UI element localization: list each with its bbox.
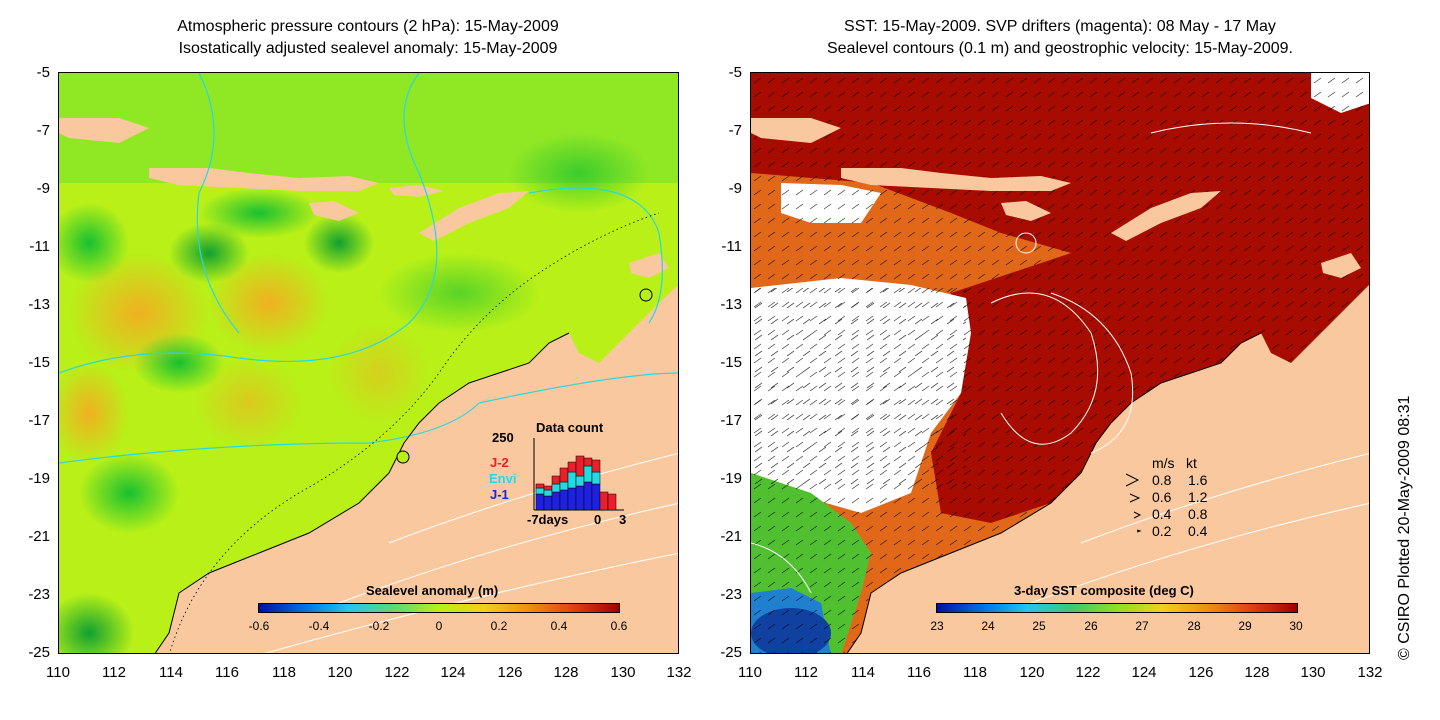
left-lat-tick: -21 <box>28 528 50 545</box>
left-lon-tick: 128 <box>553 664 579 681</box>
left-lat-tick: -9 <box>36 180 50 197</box>
sla-colorbar-tick: -0.2 <box>368 619 390 633</box>
sst-colorbar-tick: 23 <box>930 619 944 633</box>
left-lon-tick: 114 <box>159 664 183 681</box>
sst-colorbar-tick: 26 <box>1084 619 1098 633</box>
right-lat-tick: -15 <box>720 354 742 371</box>
sla-colorbar-tick: 0.4 <box>550 619 568 633</box>
sla-colorbar-label: Sealevel anomaly (m) <box>366 583 499 598</box>
right-lon-tick: 110 <box>738 664 762 681</box>
data-count-series-j2: J-2 <box>490 455 509 470</box>
right-lon-tick: 128 <box>1244 664 1270 681</box>
right-lon-tick: 130 <box>1300 664 1326 681</box>
sla-colorbar-tick: -0.6 <box>248 619 270 633</box>
right-lon-tick: 112 <box>794 664 818 681</box>
right-lon-tick: 120 <box>1019 664 1045 681</box>
velocity-legend-ms: 0.2 <box>1152 523 1172 539</box>
velocity-legend-ms: 0.4 <box>1152 506 1172 522</box>
right-lat-tick: -21 <box>720 528 742 545</box>
right-lon-tick: 122 <box>1075 664 1101 681</box>
right-lon-tick: 132 <box>1357 664 1383 681</box>
velocity-legend-kt: 1.6 <box>1188 472 1208 488</box>
sla-colorbar <box>258 603 620 613</box>
left-lon-tick: 122 <box>384 664 410 681</box>
left-lat-tick: -17 <box>28 412 50 429</box>
right-lon-tick: 114 <box>851 664 875 681</box>
left-lon-tick: 120 <box>327 664 353 681</box>
velocity-legend-header-kt: kt <box>1186 455 1197 471</box>
sst-colorbar-tick: 30 <box>1289 619 1303 633</box>
velocity-legend-kt: 0.4 <box>1188 523 1208 539</box>
csiro-credit: © CSIRO Plotted 20-May-2009 08:31 <box>1396 395 1413 660</box>
left-lat-tick: -15 <box>28 354 50 371</box>
sst-colorbar-label: 3-day SST composite (deg C) <box>1014 583 1194 598</box>
left-lon-tick: 116 <box>215 664 239 681</box>
left-lat-tick: -13 <box>28 296 50 313</box>
left-lat-tick: -11 <box>29 238 50 255</box>
data-count-xlabel-zero: 0 <box>594 512 602 527</box>
sst-colorbar-tick: 27 <box>1135 619 1149 633</box>
data-count-max-label: 250 <box>492 430 514 445</box>
right-lon-tick: 116 <box>907 664 931 681</box>
left-lon-tick: 126 <box>497 664 523 681</box>
sst-colorbar-tick: 25 <box>1032 619 1046 633</box>
sealevel-anomaly-map <box>58 72 679 654</box>
left-lon-tick: 124 <box>440 664 466 681</box>
sst-map <box>750 72 1370 654</box>
left-lon-tick: 112 <box>102 664 126 681</box>
left-lon-tick: 118 <box>272 664 296 681</box>
data-count-series-j1: J-1 <box>490 487 509 502</box>
sst-colorbar <box>936 603 1298 613</box>
velocity-legend-ms: 0.8 <box>1152 472 1172 488</box>
sst-colorbar-tick: 29 <box>1238 619 1252 633</box>
sst-colorbar-tick: 28 <box>1187 619 1201 633</box>
right-lon-tick: 118 <box>963 664 987 681</box>
velocity-legend-kt: 1.2 <box>1188 489 1208 505</box>
data-count-xlabel-start: -7days <box>527 512 569 527</box>
right-lat-tick: -7 <box>728 122 742 139</box>
left-title-line2: Isostatically adjusted sealevel anomaly:… <box>178 40 558 57</box>
data-count-histogram <box>533 438 624 511</box>
left-lat-tick: -19 <box>28 470 50 487</box>
left-lon-tick: 132 <box>666 664 692 681</box>
left-lat-tick: -5 <box>36 64 50 81</box>
sst-colorbar-tick: 24 <box>981 619 995 633</box>
sla-colorbar-tick: -0.4 <box>308 619 330 633</box>
left-title-line1: Atmospheric pressure contours (2 hPa): 1… <box>177 18 559 35</box>
right-lat-tick: -17 <box>720 412 742 429</box>
sealevel-anomaly-map-graphic <box>59 73 678 653</box>
data-count-xlabel-end: 3 <box>619 512 627 527</box>
left-lon-tick: 110 <box>46 664 70 681</box>
data-count-bars <box>535 455 617 511</box>
right-lat-tick: -19 <box>720 470 742 487</box>
velocity-legend-kt: 0.8 <box>1188 506 1208 522</box>
sst-map-graphic <box>751 73 1369 653</box>
right-title-line1: SST: 15-May-2009. SVP drifters (magenta)… <box>844 18 1276 35</box>
right-lat-tick: -23 <box>720 586 742 603</box>
velocity-arrows-icon <box>1125 473 1142 533</box>
right-title-line2: Sealevel contours (0.1 m) and geostrophi… <box>826 40 1293 57</box>
data-count-series-envi: Envi <box>489 471 517 486</box>
sla-colorbar-tick: 0.2 <box>490 619 508 633</box>
sla-colorbar-tick: 0.6 <box>610 619 628 633</box>
right-lon-tick: 124 <box>1131 664 1157 681</box>
left-lat-tick: -7 <box>36 122 50 139</box>
left-lat-tick: -25 <box>28 644 50 661</box>
right-lat-tick: -11 <box>721 238 742 255</box>
velocity-legend-ms: 0.6 <box>1152 489 1172 505</box>
right-lon-tick: 126 <box>1188 664 1214 681</box>
right-lat-tick: -25 <box>720 644 742 661</box>
left-lat-tick: -23 <box>28 586 50 603</box>
left-lon-tick: 130 <box>610 664 636 681</box>
right-lat-tick: -9 <box>728 180 742 197</box>
sla-colorbar-tick: 0 <box>435 619 443 633</box>
right-lat-tick: -13 <box>720 296 742 313</box>
velocity-legend-header-ms: m/s <box>1152 455 1175 471</box>
right-lat-tick: -5 <box>728 64 742 81</box>
data-count-title: Data count <box>536 420 604 435</box>
